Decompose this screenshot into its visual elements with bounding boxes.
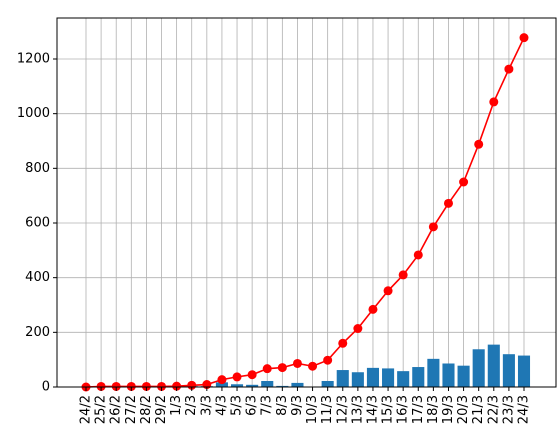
bar	[412, 367, 425, 387]
line-point	[413, 250, 423, 260]
bar	[276, 385, 289, 387]
plot-frame	[56, 17, 557, 388]
line-points	[81, 33, 529, 392]
bar	[366, 367, 380, 387]
bar	[382, 368, 395, 387]
x-tick-label: 17/3	[411, 395, 426, 424]
x-tick-label: 7/3	[260, 395, 275, 416]
line-point	[308, 361, 318, 371]
bar	[427, 358, 440, 387]
x-tick-label: 28/2	[139, 395, 154, 424]
x-tick-label: 3/3	[199, 395, 214, 416]
line-point	[443, 198, 453, 208]
x-tick-label: 16/3	[396, 395, 411, 424]
x-tick-label: 23/3	[501, 395, 516, 424]
bar	[502, 354, 515, 387]
x-tick-label: 24/3	[517, 395, 532, 424]
bar	[351, 372, 364, 387]
bar-series	[185, 344, 531, 387]
x-tick-label: 29/2	[154, 395, 169, 424]
line-series	[85, 37, 525, 388]
x-tick-label: 12/3	[335, 395, 350, 424]
line-point	[459, 177, 469, 187]
y-tick-label: 600	[25, 216, 50, 231]
line-point	[172, 381, 182, 391]
line-point	[187, 380, 197, 390]
y-tick-label: 200	[25, 325, 50, 340]
x-tick-label: 8/3	[275, 395, 290, 416]
x-tick-label: 15/3	[381, 395, 396, 424]
line-point	[368, 304, 378, 314]
y-tick-label: 400	[25, 270, 50, 285]
x-tick-label: 11/3	[320, 395, 335, 424]
y-axis: 0 200 400 600 800 1000 1200	[17, 52, 57, 395]
bar	[215, 382, 228, 387]
bar	[336, 370, 349, 387]
bar	[442, 363, 455, 387]
bar	[487, 344, 500, 387]
grid	[57, 18, 556, 388]
x-tick-label: 18/3	[426, 395, 441, 424]
x-tick-label: 2/3	[184, 395, 199, 416]
y-tick-label: 800	[25, 161, 50, 176]
line-point	[217, 375, 227, 385]
x-tick-label: 1/3	[169, 395, 184, 416]
bar	[397, 371, 410, 387]
line-point	[383, 286, 393, 296]
x-tick-label: 9/3	[290, 395, 305, 416]
x-tick-label: 22/3	[486, 395, 501, 424]
bar	[230, 384, 244, 387]
line-point	[126, 381, 136, 391]
line-point	[247, 370, 257, 380]
x-tick-label: 13/3	[350, 395, 365, 424]
line-point	[428, 222, 438, 232]
y-tick-label: 0	[42, 380, 50, 395]
y-tick-label: 1000	[17, 106, 50, 121]
line-point	[353, 324, 363, 334]
line-point	[398, 270, 408, 280]
bar	[291, 382, 304, 387]
x-tick-label: 25/2	[94, 395, 109, 424]
bar	[261, 380, 274, 387]
bar	[472, 349, 485, 387]
x-tick-label: 5/3	[230, 395, 245, 416]
y-tick-label: 1200	[17, 52, 50, 67]
line-point	[519, 33, 529, 43]
x-tick-label: 24/2	[79, 395, 94, 424]
bar	[517, 355, 531, 387]
x-tick-label: 21/3	[471, 395, 486, 424]
line-point	[157, 381, 167, 391]
line-point	[338, 338, 348, 348]
line-point	[111, 381, 121, 391]
line-point	[277, 363, 287, 373]
line-point	[141, 381, 151, 391]
line-path	[85, 37, 525, 388]
line-point	[474, 139, 484, 149]
line-point	[262, 364, 272, 374]
line-point	[489, 97, 499, 107]
x-tick-label: 6/3	[245, 395, 260, 416]
x-tick-label: 27/2	[124, 395, 139, 424]
line-point	[323, 355, 333, 365]
line-point	[504, 64, 514, 74]
bar	[457, 365, 470, 387]
line-point	[292, 358, 302, 368]
bar	[246, 384, 259, 387]
x-axis: 24/2 25/2 26/2 27/2 28/2 29/2 1/3 2/3 3/3 4/3 5/3 6…	[79, 387, 532, 424]
bar	[321, 380, 334, 387]
x-tick-label: 14/3	[365, 395, 380, 424]
x-tick-label: 20/3	[456, 395, 471, 424]
line-point	[96, 381, 106, 391]
x-tick-label: 19/3	[441, 395, 456, 424]
line-point	[232, 372, 242, 382]
x-tick-label: 10/3	[305, 395, 320, 424]
x-tick-label: 4/3	[214, 395, 229, 416]
x-tick-label: 26/2	[109, 395, 124, 424]
